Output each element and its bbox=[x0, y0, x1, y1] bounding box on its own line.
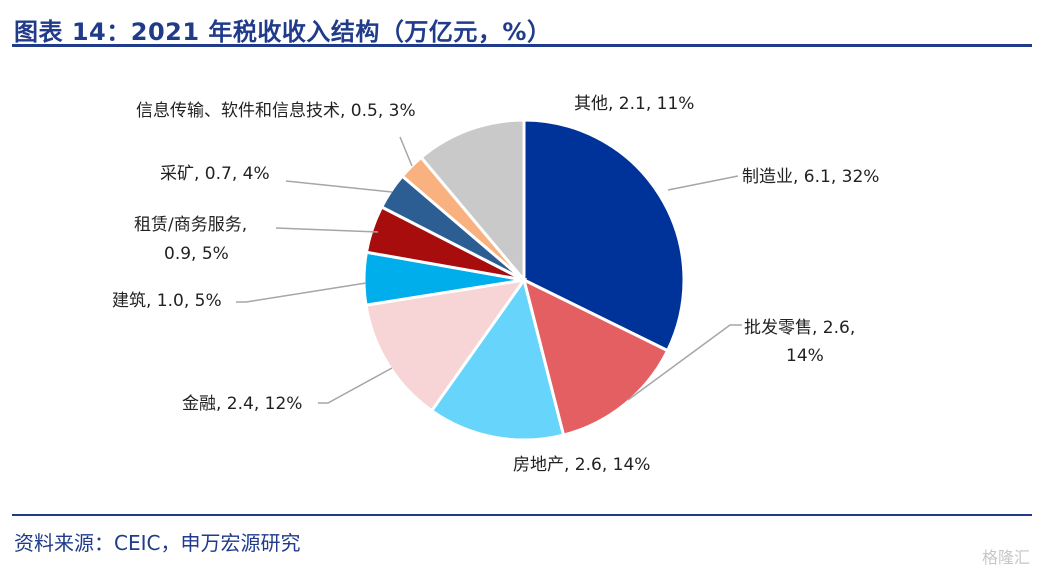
source-note: 资料来源：CEIC，申万宏源研究 bbox=[14, 531, 301, 555]
footer-divider bbox=[12, 514, 1032, 516]
slice-label: 信息传输、软件和信息技术, 0.5, 3% bbox=[136, 101, 416, 121]
slice-label: 房地产, 2.6, 14% bbox=[513, 455, 650, 475]
page-title: 图表 14：2021 年税收收入结构（万亿元，%） bbox=[14, 18, 552, 46]
leader-line bbox=[399, 136, 413, 167]
watermark-logo: 格隆汇 bbox=[981, 548, 1030, 567]
slice-label: 制造业, 6.1, 32% bbox=[742, 167, 879, 187]
pie-slice bbox=[419, 118, 526, 285]
leader-line bbox=[667, 175, 739, 191]
title-divider bbox=[12, 44, 1032, 47]
leader-line bbox=[627, 324, 742, 401]
slice-label: 金融, 2.4, 12% bbox=[182, 394, 302, 414]
slice-label: 其他, 2.1, 11% bbox=[574, 94, 694, 114]
pie-slice bbox=[522, 118, 686, 353]
pie-slice bbox=[429, 276, 566, 442]
pie-slice bbox=[364, 277, 528, 413]
leader-line bbox=[236, 282, 367, 303]
slice-label: 批发零售, 2.6, bbox=[744, 318, 855, 338]
slice-label-line2: 14% bbox=[786, 346, 824, 366]
slice-label: 租赁/商务服务, bbox=[134, 215, 247, 235]
slice-label: 建筑, 1.0, 5% bbox=[112, 291, 222, 311]
leader-line bbox=[318, 367, 393, 404]
leader-line bbox=[285, 180, 393, 193]
leader-line bbox=[275, 227, 379, 233]
pie-slice bbox=[521, 277, 670, 437]
slice-label-line2: 0.9, 5% bbox=[164, 244, 229, 264]
slice-label: 采矿, 0.7, 4% bbox=[160, 164, 270, 184]
